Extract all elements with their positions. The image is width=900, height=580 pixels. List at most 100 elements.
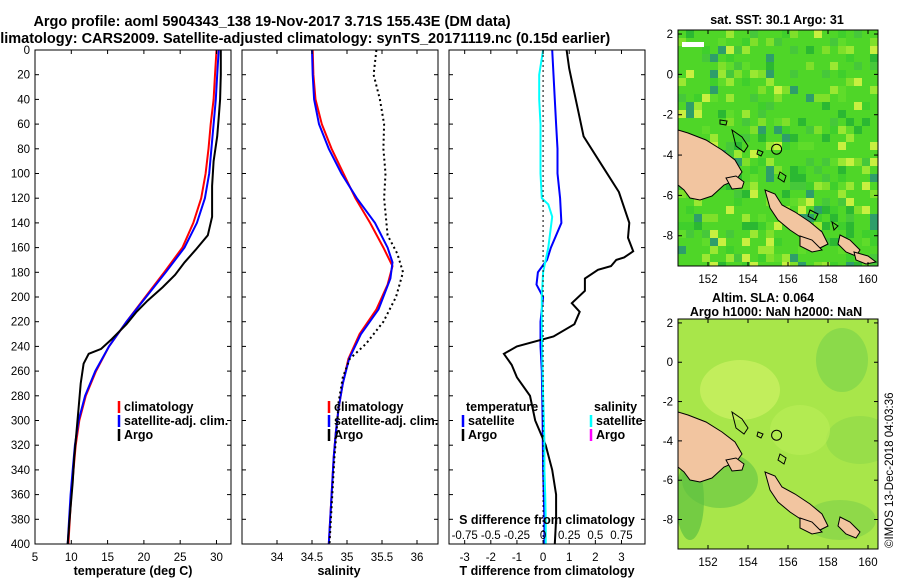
sst-cell xyxy=(750,30,758,38)
sst-cell xyxy=(814,262,822,266)
sst-cell xyxy=(846,54,854,62)
sst-cell xyxy=(862,238,870,246)
sst-cell xyxy=(758,222,766,230)
sst-cell xyxy=(686,102,694,110)
sst-cell xyxy=(782,254,790,262)
sst-cell xyxy=(790,70,798,78)
sst-cell xyxy=(774,126,782,134)
sst-cell xyxy=(758,214,766,222)
sst-cell xyxy=(814,222,822,230)
sst-cell xyxy=(782,126,790,134)
sst-cell xyxy=(790,134,798,142)
difference-xlabel: T difference from climatology xyxy=(459,564,634,578)
series-line-temperature-satellite xyxy=(535,49,563,544)
sst-cell xyxy=(846,46,854,54)
sst-cell xyxy=(734,70,742,78)
temperature-legend: climatology satellite-adj. clim. Argo xyxy=(117,400,228,442)
sst-cell xyxy=(686,230,694,238)
sst-cell xyxy=(734,142,742,150)
sst-cell xyxy=(710,238,718,246)
difference-legend-salinity: salinity satellite Argo xyxy=(589,400,643,442)
sst-cell xyxy=(838,38,846,46)
sst-cell xyxy=(822,134,830,142)
sst-cell xyxy=(854,262,862,266)
sst-cell xyxy=(790,182,798,190)
sst-cell xyxy=(854,78,862,86)
sst-cell xyxy=(766,222,774,230)
y-tick-label: 80 xyxy=(17,144,30,156)
sst-cell xyxy=(742,134,750,142)
sst-cell xyxy=(838,86,846,94)
sst-cell xyxy=(702,94,710,102)
y-tick-label: 20 xyxy=(17,70,30,82)
x-tick-label: -1 xyxy=(512,552,522,564)
map-x-tick-label: 158 xyxy=(818,274,837,286)
sst-cell xyxy=(750,230,758,238)
sst-cell xyxy=(750,38,758,46)
title-line-1: Argo profile: aoml 5904343_138 19-Nov-20… xyxy=(33,14,510,30)
difference-legend-temperature: temperature satellite Argo xyxy=(461,400,538,442)
sst-cell xyxy=(726,118,734,126)
sst-cell xyxy=(726,142,734,150)
sst-cell xyxy=(782,86,790,94)
x-tick-label: 5 xyxy=(32,552,38,564)
sst-cell xyxy=(798,206,806,214)
legend-label-climatology: climatology xyxy=(334,400,404,414)
sst-map-axes-box xyxy=(677,29,879,267)
sst-cell xyxy=(694,110,702,118)
sst-cell xyxy=(694,94,702,102)
sst-cell xyxy=(694,214,702,222)
sst-cell xyxy=(830,182,838,190)
sst-cell xyxy=(694,102,702,110)
y-tick-label: 200 xyxy=(11,292,30,304)
x-tick-label: 10 xyxy=(65,552,78,564)
sst-cell xyxy=(846,118,854,126)
sst-cell xyxy=(838,166,846,174)
y-tick-label: 140 xyxy=(11,218,30,230)
sst-cell xyxy=(750,222,758,230)
sst-cell xyxy=(782,30,790,38)
s-tick-label: 0.5 xyxy=(587,530,603,542)
y-tick-label: 340 xyxy=(11,465,30,477)
sst-cell xyxy=(774,222,782,230)
map-y-tick-label: 0 xyxy=(667,69,673,81)
sst-cell xyxy=(694,198,702,206)
x-tick-label: 0 xyxy=(540,552,546,564)
sst-cell xyxy=(686,206,694,214)
sst-cell xyxy=(710,54,718,62)
map-y-tick-label: -6 xyxy=(663,190,673,202)
y-tick-label: 40 xyxy=(17,94,30,106)
legend-title-temperature: temperature xyxy=(466,400,538,414)
sst-cell xyxy=(862,230,870,238)
sst-cell xyxy=(798,198,806,206)
x-tick-label: -3 xyxy=(460,552,470,564)
sst-cell xyxy=(742,222,750,230)
sst-cell xyxy=(838,94,846,102)
sla-map: 152 154 156 158 160 2 0 -2 -4 -6 -8 xyxy=(663,318,879,569)
sla-map-title-2: Argo h1000: NaN h2000: NaN xyxy=(690,305,862,319)
sst-cell xyxy=(742,110,750,118)
sst-cell xyxy=(846,182,854,190)
sst-cell xyxy=(862,118,870,126)
sst-cell xyxy=(830,262,838,266)
sst-cell xyxy=(862,206,870,214)
sla-map-title-1: Altim. SLA: 0.064 xyxy=(712,291,814,305)
sla-argo-location-marker xyxy=(771,429,783,441)
sst-cell xyxy=(822,206,830,214)
x-tick-label: 35 xyxy=(341,552,354,564)
sst-cell xyxy=(814,126,822,134)
sst-cell xyxy=(742,46,750,54)
sst-cell xyxy=(798,166,806,174)
sst-cell xyxy=(830,86,838,94)
legend-label-temp-satellite: satellite xyxy=(468,414,515,428)
map-y-tick-label: -4 xyxy=(663,150,674,162)
sst-cell xyxy=(862,158,870,166)
sst-cell xyxy=(830,118,838,126)
sst-cell xyxy=(766,166,774,174)
sst-cell xyxy=(766,246,774,254)
sst-cell xyxy=(798,118,806,126)
sst-cell xyxy=(702,230,710,238)
sst-cell xyxy=(846,230,854,238)
map-y-tick-label: 2 xyxy=(667,29,673,41)
